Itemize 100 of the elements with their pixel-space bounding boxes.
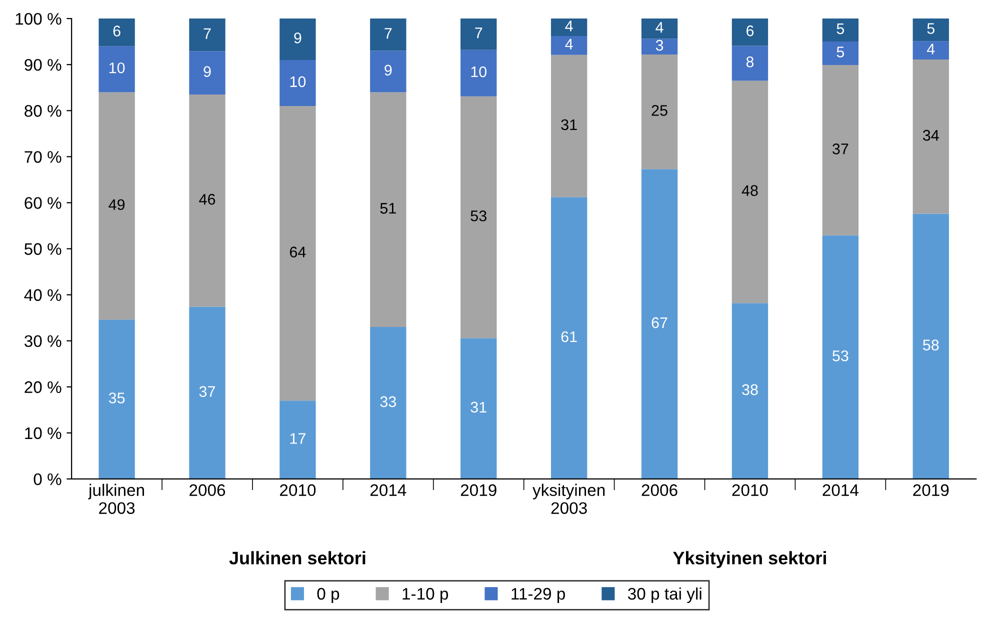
- data-label: 6: [113, 26, 120, 36]
- data-label: 49: [108, 199, 125, 210]
- data-label: 31: [561, 119, 577, 130]
- data-label: 4: [656, 22, 664, 33]
- bar: [460, 338, 497, 479]
- x-tick-label: 2019: [460, 484, 496, 496]
- bar: [641, 38, 678, 54]
- data-label: 7: [384, 28, 392, 39]
- data-label: 53: [470, 210, 486, 222]
- data-label: 8: [746, 56, 754, 68]
- data-label: 48: [742, 185, 758, 196]
- data-label: 31: [470, 402, 486, 413]
- bar: [280, 106, 316, 401]
- data-label: 10: [109, 62, 125, 74]
- bar: [550, 197, 588, 479]
- bar: [370, 92, 406, 328]
- text: Yksityinen sektori: [673, 551, 826, 568]
- bar: [550, 18, 588, 36]
- x-tick-label: 2014: [822, 484, 858, 496]
- bar: [189, 51, 226, 95]
- data-label: 25: [652, 105, 668, 116]
- bar: [912, 60, 949, 214]
- bar: [550, 36, 588, 55]
- data-label: 10: [471, 66, 487, 78]
- data-label: 33: [380, 396, 396, 408]
- legend-label: 0 p: [317, 588, 340, 603]
- bar: [822, 18, 859, 42]
- bar: [280, 60, 316, 106]
- data-label: 67: [652, 317, 668, 328]
- text: Julkinen sektori: [229, 551, 366, 564]
- y-tick-label: 80 %: [24, 105, 62, 117]
- data-label: 46: [199, 194, 216, 205]
- bar: [732, 18, 768, 46]
- data-label: 9: [384, 64, 392, 76]
- data-label: 5: [836, 23, 844, 34]
- bar: [912, 41, 949, 60]
- data-label: 17: [290, 433, 306, 444]
- bar: [641, 169, 678, 479]
- bar: [912, 18, 949, 42]
- data-label: 64: [290, 246, 306, 258]
- data-label: 9: [294, 32, 302, 44]
- data-label: 7: [204, 28, 211, 39]
- bar: [822, 235, 859, 479]
- data-label: 38: [742, 384, 758, 396]
- x-tick-label: 2014: [370, 484, 406, 496]
- bar: [189, 306, 226, 479]
- bar: [460, 96, 497, 338]
- y-tick-label: 70 %: [24, 151, 62, 163]
- bar: [460, 50, 497, 96]
- data-label: 34: [922, 130, 939, 141]
- bar: [641, 18, 678, 39]
- x-tick-label: 2010: [732, 484, 768, 496]
- bar: [189, 94, 226, 307]
- y-tick-label: 30 %: [24, 335, 62, 348]
- y-tick-label: 50 %: [24, 243, 62, 255]
- data-label: 37: [832, 144, 848, 154]
- y-tick-label: 60 %: [24, 197, 62, 209]
- bar: [370, 18, 406, 51]
- y-tick-label: 100 %: [16, 12, 62, 25]
- bar: [732, 46, 768, 81]
- y-tick-label: 40 %: [24, 289, 62, 301]
- bar: [370, 327, 406, 479]
- data-label: 37: [199, 386, 215, 397]
- bar: [98, 46, 135, 92]
- bar: [370, 50, 406, 92]
- data-label: 53: [832, 350, 848, 362]
- y-tick-label: 90 %: [24, 58, 62, 71]
- y-tick-label: 0 %: [34, 473, 62, 486]
- data-label: 5: [836, 46, 844, 58]
- x-tick-label: 2010: [280, 484, 316, 496]
- y-tick-label: 20 %: [24, 381, 62, 394]
- x-tick-label: 2006: [190, 484, 226, 496]
- legend-label: 30 p tai yli: [628, 587, 702, 603]
- x-tick-label: 2006: [642, 484, 678, 496]
- data-label: 5: [927, 23, 934, 34]
- bar: [280, 18, 316, 60]
- data-label: 51: [380, 203, 396, 214]
- bar: [641, 54, 678, 170]
- bar: [912, 214, 949, 479]
- bar: [189, 18, 226, 52]
- legend-label: 1-10 p: [402, 588, 448, 603]
- bar: [732, 303, 768, 479]
- data-label: 7: [475, 28, 482, 38]
- bar: [822, 42, 859, 66]
- bar: [280, 400, 316, 479]
- data-label: 35: [108, 392, 125, 404]
- legend-label: 11-29 p: [512, 588, 565, 603]
- data-label: 10: [290, 76, 306, 88]
- data-label: 3: [656, 40, 664, 51]
- bar: [460, 18, 497, 50]
- bar: [822, 65, 859, 236]
- bar: [98, 92, 135, 320]
- y-tick-label: 10 %: [25, 427, 62, 440]
- x-tick-label: 2019: [913, 484, 949, 496]
- data-label: 61: [561, 331, 577, 342]
- data-label: 4: [926, 44, 935, 54]
- bar: [98, 320, 135, 479]
- bar: [98, 18, 135, 46]
- data-label: 6: [746, 25, 754, 36]
- data-label: 4: [565, 20, 573, 32]
